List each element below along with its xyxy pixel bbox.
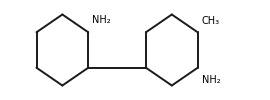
Text: NH₂: NH₂ [92, 15, 111, 25]
Text: CH₃: CH₃ [202, 16, 220, 26]
Text: NH₂: NH₂ [202, 75, 220, 85]
